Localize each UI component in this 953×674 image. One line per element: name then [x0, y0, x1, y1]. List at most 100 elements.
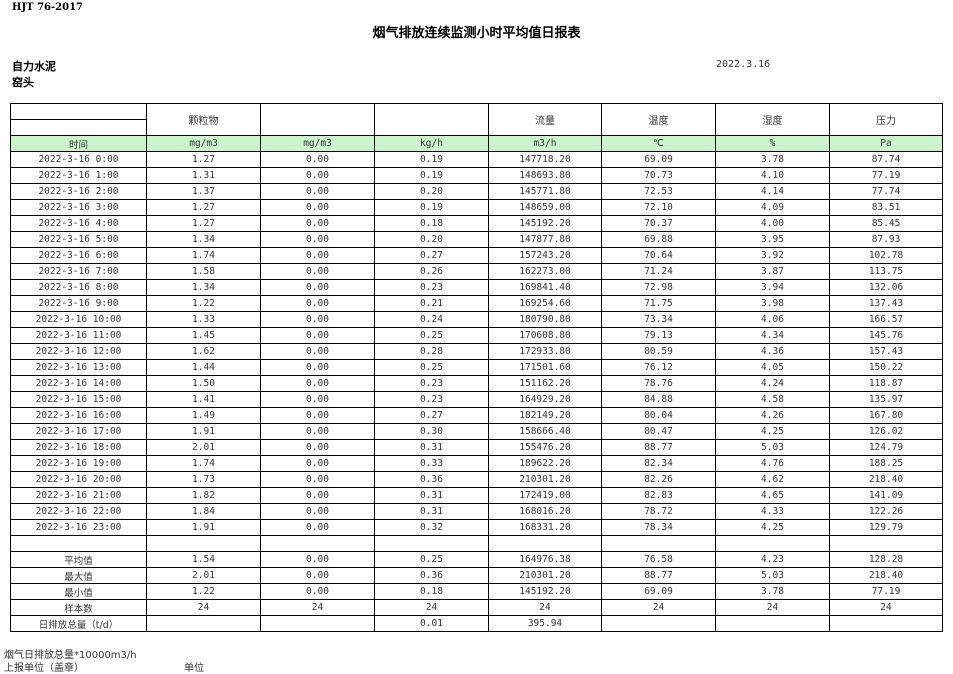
- table-row-cell: 4.33: [715, 503, 830, 520]
- table-row-cell: 83.51: [829, 199, 943, 216]
- table-row-cell: 1.73: [146, 471, 261, 488]
- table-row-cell: 72.53: [601, 183, 716, 200]
- summary-row-cell: 2.01: [146, 567, 261, 584]
- table-row: 2022-3-16 2:00 1.37 0.00 0.20 145771.80 72.53…: [10, 183, 943, 200]
- table-row-cell: 3.87: [715, 263, 830, 280]
- summary-row-cell: 平均值: [10, 551, 147, 568]
- table-row: 2022-3-16 12:00 1.62 0.00 0.28 172933.80 80.5…: [10, 343, 943, 360]
- summary-row-cell: 最小值: [10, 583, 147, 600]
- blank-row-cell: [260, 535, 375, 552]
- table-row-cell: 0.00: [260, 215, 375, 232]
- table-row-cell: 0.19: [374, 151, 489, 168]
- table-row-cell: 2022-3-16 15:00: [10, 391, 147, 408]
- table-row-cell: 135.97: [829, 391, 943, 408]
- summary-row-cell: 210301.20: [488, 567, 602, 584]
- units-row: 时间 mg/m3 mg/m3 kg/h m3/h ℃% Pa: [10, 135, 943, 152]
- summary-row-cell: 3.78: [715, 583, 830, 600]
- summary-row: 最小值 1.22 0.00 0.18 145192.20 69.09 3.78 77.19: [10, 583, 943, 600]
- table-row-cell: 0.00: [260, 199, 375, 216]
- summary-row-cell: 164976.38: [488, 551, 602, 568]
- summary-row-cell: [601, 615, 716, 632]
- table-row-cell: 1.27: [146, 199, 261, 216]
- table-row-cell: 1.49: [146, 407, 261, 424]
- table-row-cell: 2022-3-16 0:00: [10, 151, 147, 168]
- table-row-cell: 0.00: [260, 167, 375, 184]
- table-row-cell: 80.04: [601, 407, 716, 424]
- table-row-cell: 129.79: [829, 519, 943, 536]
- table-row-cell: 72.98: [601, 279, 716, 296]
- table-row-cell: 4.06: [715, 311, 830, 328]
- summary-row: 日排放总量（t/d） 0.01 395.94: [10, 615, 943, 632]
- table-row-cell: 70.73: [601, 167, 716, 184]
- table-row-cell: 0.18: [374, 215, 489, 232]
- table-row-cell: 4.00: [715, 215, 830, 232]
- table-row-cell: 2022-3-16 20:00: [10, 471, 147, 488]
- summary-row-cell: [715, 615, 830, 632]
- table-row-cell: 1.44: [146, 359, 261, 376]
- table-row-cell: 4.24: [715, 375, 830, 392]
- table-row-cell: 1.34: [146, 231, 261, 248]
- table-row-cell: 182149.20: [488, 407, 602, 424]
- summary-row-cell: 24: [374, 599, 489, 616]
- table-row-cell: 0.00: [260, 295, 375, 312]
- table-row-cell: 167.80: [829, 407, 943, 424]
- table-row-cell: 2022-3-16 14:00: [10, 375, 147, 392]
- summary-row: 平均值 1.54 0.00 0.25 164976.38 76.58 4.23 128.28: [10, 551, 943, 568]
- blank-row-cell: [488, 535, 602, 552]
- table-row-cell: 0.28: [374, 343, 489, 360]
- header-row-cell: [260, 103, 375, 136]
- table-row-cell: 2022-3-16 17:00: [10, 423, 147, 440]
- table-row-cell: 180790.80: [488, 311, 602, 328]
- table-row-cell: 1.91: [146, 519, 261, 536]
- table-row-cell: 3.92: [715, 247, 830, 264]
- table-row-cell: 80.47: [601, 423, 716, 440]
- blank-row: [10, 535, 943, 552]
- table-row-cell: 188.25: [829, 455, 943, 472]
- table-row: 2022-3-16 8:00 1.34 0.00 0.23 169841.40 72.98…: [10, 279, 943, 296]
- table-row-cell: 0.23: [374, 279, 489, 296]
- table-row-cell: 2022-3-16 6:00: [10, 247, 147, 264]
- summary-row-cell: 24: [715, 599, 830, 616]
- table-row-cell: 0.31: [374, 487, 489, 504]
- table-row-cell: 2022-3-16 22:00: [10, 503, 147, 520]
- blank-row-cell: [715, 535, 830, 552]
- summary-row-cell: 24: [829, 599, 943, 616]
- table-row-cell: 137.43: [829, 295, 943, 312]
- table-row-cell: 0.19: [374, 167, 489, 184]
- table-row-cell: 141.09: [829, 487, 943, 504]
- table-row: 2022-3-16 17:00 1.91 0.00 0.30 158666.40 80.4…: [10, 423, 943, 440]
- table-row: 2022-3-16 13:00 1.44 0.00 0.25 171501.60 76.1…: [10, 359, 943, 376]
- table-row-cell: 1.41: [146, 391, 261, 408]
- table-row-cell: 0.36: [374, 471, 489, 488]
- summary-row-cell: 0.00: [260, 583, 375, 600]
- table-row-cell: 0.00: [260, 375, 375, 392]
- summary-row-cell: 145192.20: [488, 583, 602, 600]
- table-row-cell: 4.10: [715, 167, 830, 184]
- table-row: 2022-3-16 9:00 1.22 0.00 0.21 169254.60 71.75…: [10, 295, 943, 312]
- units-row-cell: 时间: [10, 135, 147, 152]
- table-row-cell: 168016.20: [488, 503, 602, 520]
- table-row: 2022-3-16 3:00 1.27 0.00 0.19 148659.00 72.10…: [10, 199, 943, 216]
- table-row-cell: 145192.20: [488, 215, 602, 232]
- table-row-cell: 4.58: [715, 391, 830, 408]
- table-row-cell: 4.76: [715, 455, 830, 472]
- blank-row-cell: [146, 535, 261, 552]
- table-row-cell: 71.24: [601, 263, 716, 280]
- table-row-cell: 3.94: [715, 279, 830, 296]
- table-row-cell: 82.34: [601, 455, 716, 472]
- table-row-cell: 2022-3-16 1:00: [10, 167, 147, 184]
- table-row-cell: 157.43: [829, 343, 943, 360]
- table-row: 2022-3-16 16:00 1.49 0.00 0.27 182149.20 80.0…: [10, 407, 943, 424]
- table-row: 2022-3-16 23:00 1.91 0.00 0.32 168331.20 78.3…: [10, 519, 943, 536]
- summary-row-cell: 1.54: [146, 551, 261, 568]
- table-row-cell: 132.06: [829, 279, 943, 296]
- table-row-cell: 0.27: [374, 247, 489, 264]
- table-row: 2022-3-16 18:00 2.01 0.00 0.31 155476.20 88.7…: [10, 439, 943, 456]
- header-row-cell: 颗粒物: [146, 103, 261, 136]
- table-row-cell: 164929.20: [488, 391, 602, 408]
- summary-row-cell: 218.40: [829, 567, 943, 584]
- table-row: 2022-3-16 10:00 1.33 0.00 0.24 180790.80 73.3…: [10, 311, 943, 328]
- table-row-cell: 124.79: [829, 439, 943, 456]
- table-row-cell: 69.09: [601, 151, 716, 168]
- table-row-cell: 145771.80: [488, 183, 602, 200]
